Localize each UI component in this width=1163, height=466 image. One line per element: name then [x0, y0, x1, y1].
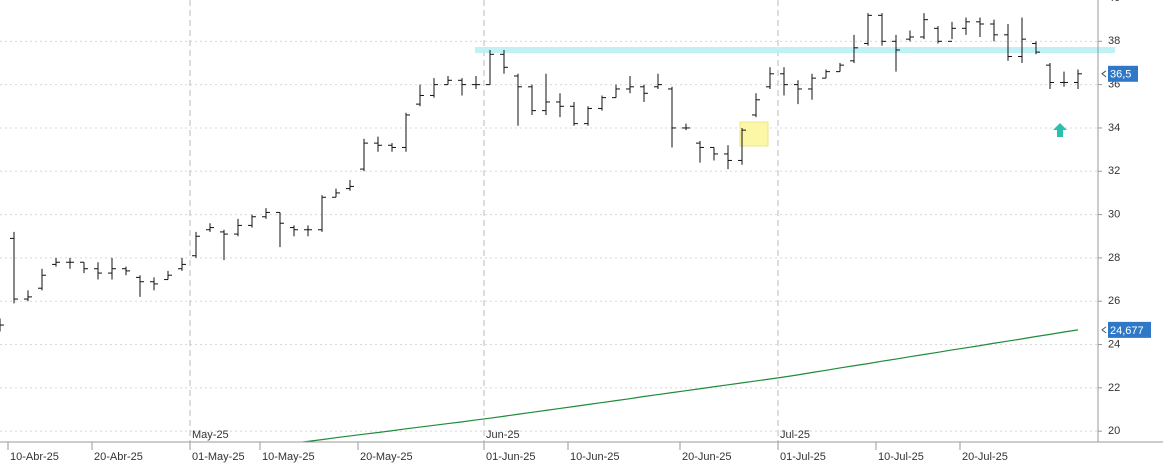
x-tick-label: 01-Jun-25 [486, 451, 536, 463]
x-tick-label: 10-Jun-25 [570, 451, 620, 463]
last-price-label: 36,5 [1110, 69, 1131, 81]
y-tick-label: 30 [1108, 208, 1120, 220]
x-tick-label: 10-Abr-25 [10, 451, 59, 463]
x-tick-label: 20-May-25 [360, 451, 413, 463]
y-tick-label: 38 [1108, 35, 1120, 47]
month-label: Jul-25 [780, 429, 810, 441]
ma-last-label: 24,677 [1110, 325, 1144, 337]
x-tick-label: 01-May-25 [192, 451, 245, 463]
y-tick-label: 28 [1108, 252, 1120, 264]
month-label: Jun-25 [486, 429, 520, 441]
highlight-box [739, 121, 769, 147]
ma-last-pointer [1101, 326, 1107, 334]
y-tick-label: 34 [1108, 122, 1120, 134]
y-tick-label: 32 [1108, 165, 1120, 177]
y-tick-label: 20 [1108, 425, 1120, 437]
axes: 202224262830323436384010-Abr-2520-Abr-25… [7, 0, 1151, 463]
x-tick-label: 10-Jul-25 [878, 451, 924, 463]
x-tick-label: 20-Jun-25 [682, 451, 732, 463]
x-tick-label: 10-May-25 [262, 451, 315, 463]
resistance-band [475, 47, 1115, 53]
up-arrow [1053, 123, 1067, 137]
marks [0, 13, 1082, 442]
y-tick-label: 40 [1108, 0, 1120, 4]
y-tick-label: 22 [1108, 382, 1120, 394]
y-tick-label: 24 [1108, 338, 1120, 350]
month-label: May-25 [192, 429, 229, 441]
grid [0, 0, 1098, 442]
moving-average [297, 329, 1079, 442]
x-tick-label: 20-Abr-25 [94, 451, 143, 463]
last-price-box [1108, 65, 1138, 82]
x-tick-label: 01-Jul-25 [780, 451, 826, 463]
last-price-pointer [1101, 70, 1107, 78]
ma-last-box [1108, 321, 1151, 338]
x-tick-label: 20-Jul-25 [962, 451, 1008, 463]
y-tick-label: 26 [1108, 295, 1120, 307]
